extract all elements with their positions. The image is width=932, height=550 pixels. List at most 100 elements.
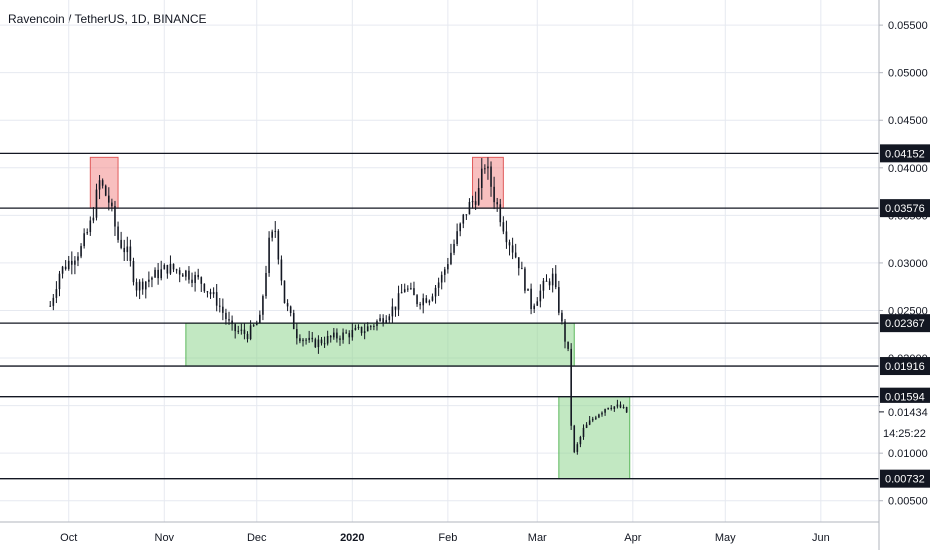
candle-body xyxy=(391,306,394,317)
red-zone xyxy=(89,156,119,209)
candle-body xyxy=(607,407,609,410)
level-tags: 0.04152 0.03576 0.02367 0.01916 0.01594 0.007… xyxy=(879,144,932,488)
candle-body xyxy=(311,337,314,340)
candle-body xyxy=(505,231,508,243)
candle-body xyxy=(502,222,505,232)
candle-body xyxy=(459,223,462,232)
price-tick-label: 0.05000 xyxy=(888,68,928,80)
candle-body xyxy=(317,339,320,348)
time-axis[interactable]: Oct Nov Dec 2020 Feb Mar Apr May Jun xyxy=(0,521,879,544)
time-tick-label: Jun xyxy=(812,532,830,544)
candle-body xyxy=(101,180,104,186)
candle-body xyxy=(622,407,625,409)
candle-body xyxy=(163,264,166,270)
candle-body xyxy=(289,306,292,314)
horizontal-levels[interactable] xyxy=(0,152,879,480)
candle-body xyxy=(292,313,295,330)
candle-body xyxy=(333,332,335,338)
candle-body xyxy=(570,348,572,426)
candle-body xyxy=(456,231,458,244)
candle-body xyxy=(277,230,280,260)
candle-body xyxy=(144,281,147,290)
candle-body xyxy=(104,185,107,196)
level-tag xyxy=(880,387,930,406)
candle-body xyxy=(394,306,397,310)
candle-body xyxy=(240,329,243,331)
candle-body xyxy=(172,263,175,270)
candle-body xyxy=(246,333,249,340)
countdown-label: 14:25:22 xyxy=(883,428,926,440)
candle-body xyxy=(379,318,381,322)
candle-body xyxy=(52,297,55,306)
candle-body xyxy=(166,264,169,274)
time-tick-label: Feb xyxy=(438,532,457,544)
candle-body xyxy=(80,246,82,257)
price-axis[interactable]: 0.055000.050000.045000.040000.035000.030… xyxy=(878,0,928,550)
candle-body xyxy=(573,425,576,452)
level-tag xyxy=(880,314,930,333)
candle-body xyxy=(591,418,594,421)
candle-body xyxy=(385,320,388,323)
price-tick-label: 0.03000 xyxy=(888,258,928,270)
candle-body xyxy=(323,343,326,345)
candle-body xyxy=(188,270,190,280)
candle-body xyxy=(400,292,403,294)
candle-body xyxy=(203,283,206,292)
candle-body xyxy=(265,272,267,297)
candle-body xyxy=(336,332,338,339)
candle-body xyxy=(89,220,92,233)
candle-body xyxy=(237,330,240,332)
candle-body xyxy=(558,287,560,313)
candle-body xyxy=(157,269,159,279)
candle-body xyxy=(539,290,542,302)
level-tag xyxy=(880,469,930,488)
candle-body xyxy=(576,444,579,452)
zones xyxy=(89,156,631,480)
candle-body xyxy=(588,420,591,425)
candle-body xyxy=(582,427,585,437)
time-tick-label: Dec xyxy=(247,532,267,544)
candle-body xyxy=(561,312,563,322)
candle-body xyxy=(443,269,446,275)
candle-body xyxy=(206,291,209,293)
candle-body xyxy=(548,281,551,286)
candle-body xyxy=(252,325,255,327)
candle-body xyxy=(428,300,431,303)
level-tag-label: 0.03576 xyxy=(885,203,925,215)
candle-body xyxy=(111,202,113,207)
candle-body xyxy=(471,201,474,203)
candle-body xyxy=(197,274,199,278)
candle-body xyxy=(262,296,264,315)
candle-body xyxy=(185,270,187,277)
candle-body xyxy=(373,325,375,327)
candle-body xyxy=(619,404,622,408)
candle-body xyxy=(348,333,351,338)
candle-body xyxy=(447,264,449,270)
candle-body xyxy=(551,273,554,286)
candle-body xyxy=(126,246,129,253)
candle-body xyxy=(598,414,600,418)
candle-body xyxy=(453,243,455,253)
candle-body xyxy=(521,268,523,270)
candle-body xyxy=(595,417,597,419)
candle-body xyxy=(422,298,425,306)
candle-body xyxy=(326,335,329,344)
candle-body xyxy=(545,280,548,282)
time-tick-label: 2020 xyxy=(340,532,364,544)
candle-body xyxy=(120,239,122,248)
candle-body xyxy=(209,292,212,295)
candle-body xyxy=(517,257,520,269)
candle-body xyxy=(123,247,126,253)
candle-body xyxy=(212,292,215,295)
candle-body xyxy=(416,295,418,305)
candle-body xyxy=(465,214,468,216)
candle-body xyxy=(342,332,344,340)
candle-body xyxy=(354,327,357,330)
candle-body xyxy=(67,260,70,270)
candle-body xyxy=(363,331,366,334)
candle-body xyxy=(477,188,480,205)
candle-body xyxy=(114,206,116,227)
candle-body xyxy=(585,424,588,428)
candle-body xyxy=(286,303,289,307)
